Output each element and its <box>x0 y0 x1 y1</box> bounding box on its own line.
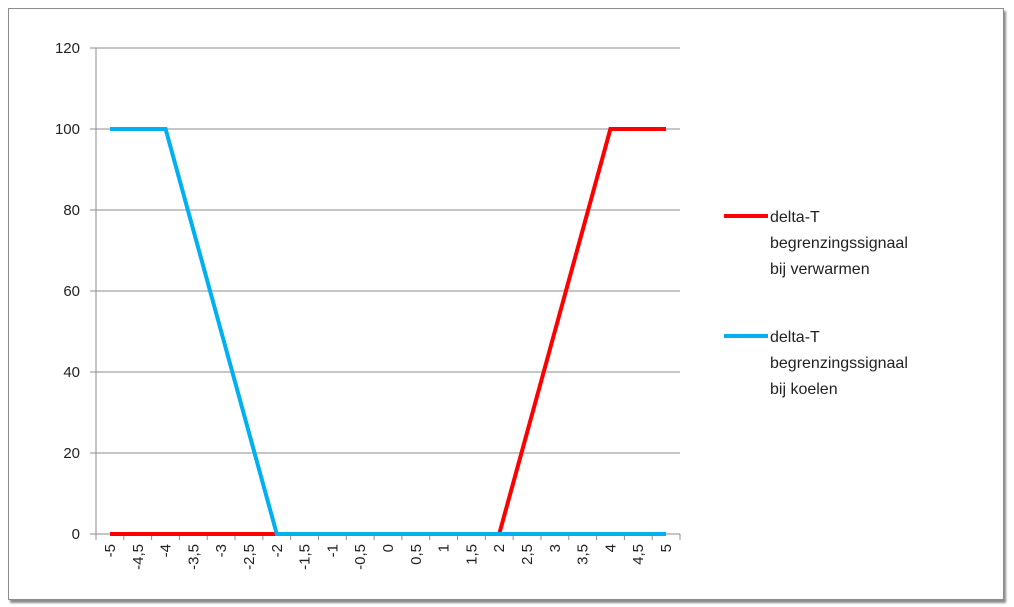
x-tick-label: 1,5 <box>463 544 480 565</box>
x-tick-label: -1,5 <box>297 544 314 570</box>
x-tick-label: -4,5 <box>130 544 147 570</box>
x-tick-label: 5 <box>658 544 675 552</box>
x-tick-label: -1 <box>324 544 341 557</box>
x-tick-label: -3 <box>213 544 230 557</box>
axes <box>90 47 681 540</box>
x-tick-label: 3 <box>547 544 564 552</box>
legend-label-1: bij koelen <box>770 381 838 398</box>
x-tick-label: 1 <box>436 544 453 552</box>
x-tick-label: 3,5 <box>575 544 592 565</box>
chart-frame <box>8 8 1004 600</box>
y-tick-label: 80 <box>63 202 80 219</box>
x-tick-label: -2,5 <box>241 544 258 570</box>
x-tick-label: -2 <box>269 544 286 557</box>
y-tick-label: 0 <box>72 526 80 543</box>
y-tick-label: 60 <box>63 283 80 300</box>
x-tick-label: 2,5 <box>519 544 536 565</box>
y-tick-labels: 0 20 40 60 80 100 120 <box>55 40 80 543</box>
series-line-1 <box>110 127 666 536</box>
y-tick-label: 40 <box>63 364 80 381</box>
y-tick-label: 20 <box>63 445 80 462</box>
gridlines <box>96 47 680 454</box>
y-tick-label: 100 <box>55 121 80 138</box>
x-tick-label: -0,5 <box>352 544 369 570</box>
x-tick-labels: -5 -4,5 -4 -3,5 -3 -2,5 -2 -1,5 -1 -0,5 0 0,5 1 1,5 2 2… <box>102 544 675 570</box>
series-lines <box>110 127 666 536</box>
x-tick-label: -4 <box>158 544 175 557</box>
y-tick-label: 120 <box>55 40 80 57</box>
legend-label-0: begrenzingssignaal <box>770 235 908 252</box>
legend-label-0: delta-T <box>770 209 820 226</box>
x-tick-label: -5 <box>102 544 119 557</box>
x-tick-label: 2 <box>491 544 508 552</box>
legend-label-1: begrenzingssignaal <box>770 355 908 372</box>
series-line-0 <box>110 127 666 536</box>
x-tick-label: 0 <box>380 544 397 552</box>
legend-label-0: bij verwarmen <box>770 261 870 278</box>
x-tick-label: 4,5 <box>630 544 647 565</box>
legend: delta-T begrenzingssignaal bij verwarmen de… <box>724 209 908 398</box>
x-tick-label: -3,5 <box>185 544 202 570</box>
legend-label-1: delta-T <box>770 329 820 346</box>
x-tick-label: 0,5 <box>408 544 425 565</box>
x-tick-label: 4 <box>602 544 619 552</box>
